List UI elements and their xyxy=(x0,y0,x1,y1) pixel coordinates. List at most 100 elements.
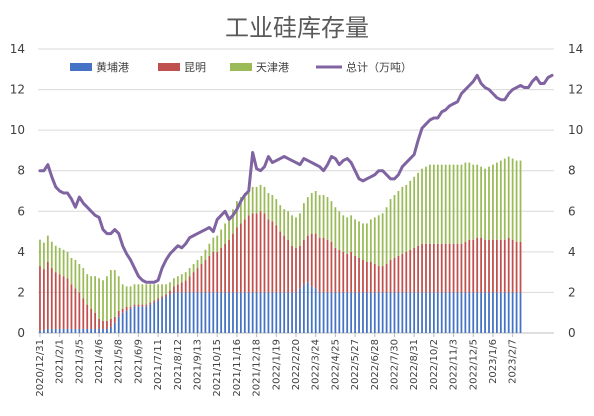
bar-kunming xyxy=(421,243,423,293)
bar-tianjin xyxy=(228,217,230,240)
bar-tianjin xyxy=(46,235,49,262)
bar-huangpu xyxy=(267,292,270,333)
bar-kunming xyxy=(456,243,459,293)
bar-kunming xyxy=(342,251,345,293)
bar-kunming xyxy=(318,237,321,293)
bar-huangpu xyxy=(94,328,96,333)
bar-huangpu xyxy=(165,296,167,333)
bar-kunming xyxy=(188,276,191,293)
bar-kunming xyxy=(460,243,463,293)
bar-tianjin xyxy=(405,184,408,252)
bar-kunming xyxy=(46,262,49,329)
bar-huangpu xyxy=(236,292,238,333)
bar-kunming xyxy=(243,219,246,293)
bar-huangpu xyxy=(125,310,128,333)
bar-kunming xyxy=(121,308,124,313)
bar-tianjin xyxy=(62,249,65,277)
bar-tianjin xyxy=(255,186,258,214)
bar-tianjin xyxy=(200,255,203,265)
bar-kunming xyxy=(397,255,400,293)
bar-tianjin xyxy=(251,186,254,214)
y-tick-label-right: 12 xyxy=(568,83,583,97)
bar-huangpu xyxy=(279,292,282,333)
x-tick-label: 2023/1/6 xyxy=(488,339,499,384)
bar-tianjin xyxy=(78,264,81,293)
bar-huangpu xyxy=(121,312,124,333)
bar-tianjin xyxy=(409,180,412,250)
bar-tianjin xyxy=(232,209,234,234)
bar-huangpu xyxy=(228,292,230,333)
bar-kunming xyxy=(86,304,89,329)
y-tick-label-right: 14 xyxy=(568,42,583,56)
bar-kunming xyxy=(247,215,250,293)
bar-tianjin xyxy=(176,276,179,285)
bar-kunming xyxy=(204,259,207,293)
bar-huangpu xyxy=(149,304,152,333)
bar-kunming xyxy=(436,243,439,293)
chart-title: 工业硅库存量 xyxy=(225,14,369,42)
bar-huangpu xyxy=(204,292,207,333)
bar-tianjin xyxy=(448,164,451,244)
y-tick-label: 6 xyxy=(17,204,25,218)
bar-kunming xyxy=(492,239,494,293)
bar-kunming xyxy=(239,223,242,293)
bar-huangpu xyxy=(46,328,49,333)
bar-huangpu xyxy=(397,292,400,333)
x-tick-label: 2022/6/28 xyxy=(370,339,381,390)
bar-kunming xyxy=(275,225,278,293)
bar-kunming xyxy=(109,318,112,327)
bar-kunming xyxy=(200,264,203,293)
bar-tianjin xyxy=(354,219,356,256)
y-tick-label: 12 xyxy=(10,83,25,97)
bar-kunming xyxy=(381,266,384,293)
bar-kunming xyxy=(448,243,451,293)
bar-huangpu xyxy=(350,292,353,333)
bar-tianjin xyxy=(377,215,380,267)
bar-tianjin xyxy=(43,242,45,270)
bar-kunming xyxy=(484,239,486,293)
bar-huangpu xyxy=(393,292,396,333)
y-tick-label: 2 xyxy=(17,285,25,299)
bar-huangpu xyxy=(86,328,89,333)
bar-tianjin xyxy=(173,278,175,287)
bar-kunming xyxy=(106,320,108,329)
x-tick-label: 2022/10/2 xyxy=(429,339,440,390)
legend-label: 总计（万吨） xyxy=(346,60,412,74)
bar-huangpu xyxy=(413,292,416,333)
bar-kunming xyxy=(263,213,266,293)
bar-tianjin xyxy=(133,284,136,305)
bar-huangpu xyxy=(310,286,313,333)
bar-huangpu xyxy=(468,292,471,333)
y-tick-label: 8 xyxy=(17,164,25,178)
bar-tianjin xyxy=(326,197,329,240)
bar-huangpu xyxy=(78,328,81,333)
bar-huangpu xyxy=(157,300,160,333)
bar-huangpu xyxy=(515,292,518,333)
bar-huangpu xyxy=(239,292,242,333)
bar-tianjin xyxy=(503,158,506,240)
bar-tianjin xyxy=(362,223,364,260)
bar-kunming xyxy=(58,274,61,329)
bar-tianjin xyxy=(188,268,191,277)
bar-huangpu xyxy=(369,292,372,333)
bar-kunming xyxy=(417,245,419,293)
bar-kunming xyxy=(334,247,337,293)
bar-kunming xyxy=(393,257,396,293)
bar-huangpu xyxy=(429,292,431,333)
bar-tianjin xyxy=(322,195,325,238)
bar-huangpu xyxy=(153,302,156,333)
bar-huangpu xyxy=(448,292,451,333)
bar-kunming xyxy=(362,259,364,293)
bar-kunming xyxy=(157,298,160,301)
bar-huangpu xyxy=(358,292,360,333)
bar-kunming xyxy=(196,268,199,293)
x-tick-label: 2021/6/9 xyxy=(133,339,144,384)
bar-huangpu xyxy=(499,292,502,333)
bar-tianjin xyxy=(90,276,93,309)
bar-huangpu xyxy=(102,328,104,333)
bar-kunming xyxy=(519,241,522,293)
bar-huangpu xyxy=(472,292,475,333)
bar-kunming xyxy=(255,213,258,293)
y-tick-label: 0 xyxy=(17,326,25,340)
